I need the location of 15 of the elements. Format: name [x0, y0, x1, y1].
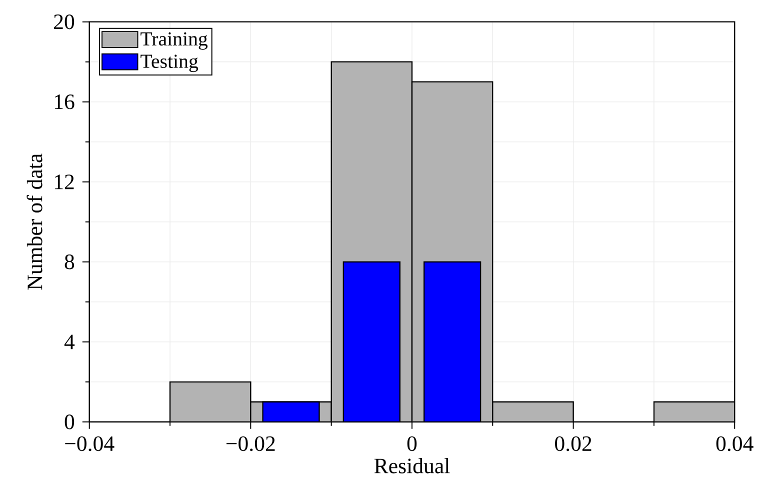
x-tick-label: 0 — [407, 436, 417, 451]
x-tick-label: 0.02 — [555, 436, 592, 451]
x-tick-label: 0.04 — [716, 436, 754, 451]
y-tick-label: 12 — [55, 174, 74, 189]
legend-label: Training — [140, 32, 208, 50]
x-tick-label: −0.04 — [65, 436, 114, 451]
y-axis-title: Number of data — [26, 153, 42, 290]
y-tick-label: 4 — [64, 334, 75, 349]
x-tick-label: −0.02 — [226, 436, 275, 451]
y-tick-label: 20 — [54, 14, 74, 30]
y-tick-label: 8 — [64, 254, 74, 270]
y-tick-label: 16 — [55, 94, 74, 110]
x-axis-title: Residual — [374, 458, 450, 474]
y-tick-label: 0 — [64, 414, 74, 430]
legend-label: Testing — [140, 54, 198, 72]
